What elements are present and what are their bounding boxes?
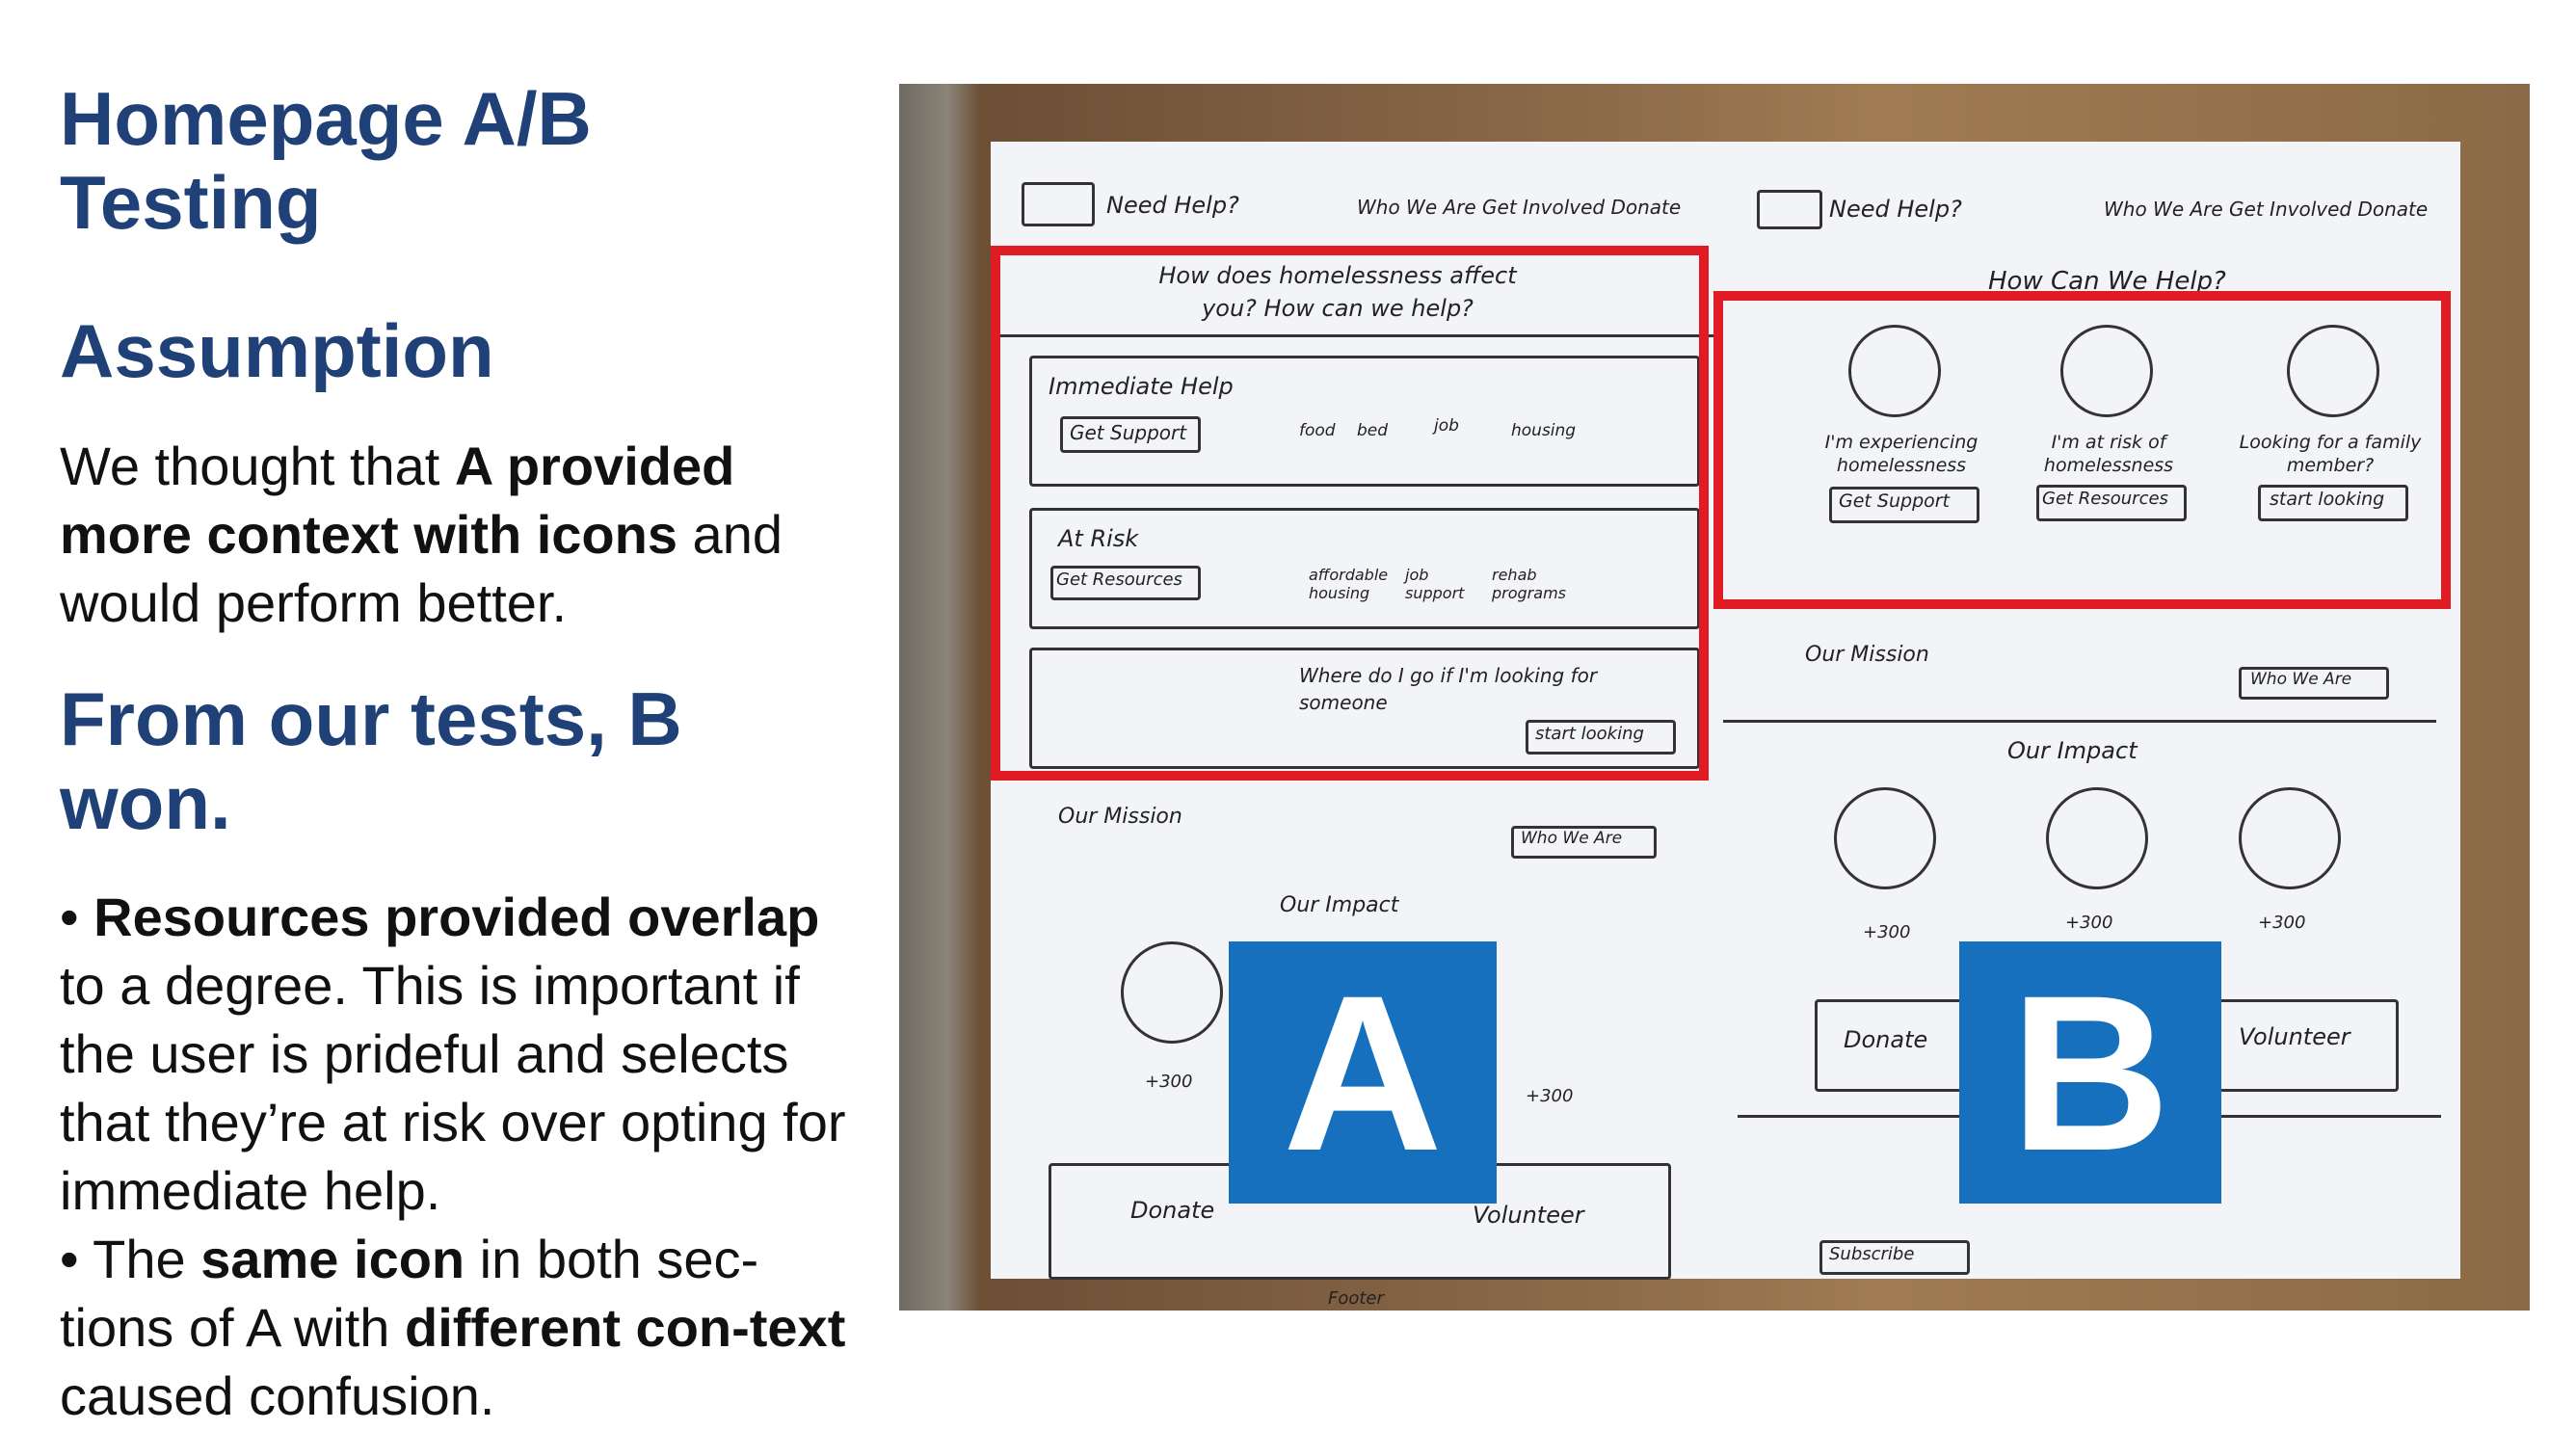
sketch-photo: Need Help? Who We Are Get Involved Donat… bbox=[899, 84, 2530, 1311]
nav-links: Who We Are Get Involved Donate bbox=[2104, 198, 2429, 221]
impact-circle bbox=[1121, 941, 1223, 1044]
icon-label: housing bbox=[1511, 421, 1577, 440]
bullet-dot: • bbox=[60, 886, 94, 947]
subscribe-button bbox=[1819, 1240, 1970, 1275]
icon-label: bed bbox=[1357, 421, 1389, 440]
immediate-help-label: Immediate Help bbox=[1049, 373, 1234, 400]
who-we-are-button bbox=[1511, 826, 1657, 859]
bullet-2-text-1: The bbox=[93, 1228, 201, 1289]
bullet-dot: • bbox=[60, 1228, 93, 1289]
start-looking-button bbox=[1526, 720, 1676, 755]
text-panel: Homepage A/B Testing Assumption We thoug… bbox=[60, 76, 860, 1430]
bullet-2: • The same icon in both sec-tions of A w… bbox=[60, 1225, 860, 1430]
get-resources-label: Get Resources bbox=[2042, 489, 2168, 509]
bullet-2-bold-1: same icon bbox=[200, 1228, 465, 1289]
assumption-bold: A provided more context with icons bbox=[60, 436, 735, 566]
result-heading: From our tests, B won. bbox=[60, 676, 682, 846]
logo-placeholder bbox=[1022, 182, 1095, 226]
homeless-icon bbox=[1848, 325, 1941, 417]
impact-stat: +300 bbox=[1526, 1086, 1574, 1106]
mission-label: Our Mission bbox=[1058, 805, 1182, 829]
who-we-are-label: Who We Are bbox=[1521, 829, 1623, 848]
looking-label: Where do I go if I'm looking for someone bbox=[1299, 664, 1598, 714]
impact-circle bbox=[1834, 787, 1936, 889]
who-we-are-label: Who We Are bbox=[2250, 670, 2352, 689]
subscribe-label: Subscribe bbox=[1829, 1244, 1915, 1264]
icon-label: rehab programs bbox=[1492, 566, 1566, 602]
impact-stat: +300 bbox=[1145, 1072, 1193, 1092]
icon-label: food bbox=[1299, 421, 1336, 440]
get-support-label: Get Support bbox=[1070, 421, 1187, 444]
assumption-text: We thought that A provided more context … bbox=[60, 432, 860, 637]
house-icon bbox=[2060, 325, 2153, 417]
need-help-label: Need Help? bbox=[1106, 192, 1239, 219]
icon-label: job support bbox=[1405, 566, 1465, 602]
impact-label: Our Impact bbox=[2007, 737, 2138, 764]
mission-label: Our Mission bbox=[1805, 643, 1929, 667]
get-resources-button bbox=[2036, 485, 2187, 521]
bullet-1: • Resources provided overlap to a degree… bbox=[60, 883, 860, 1225]
who-we-are-button bbox=[2239, 667, 2389, 700]
impact-stat: +300 bbox=[1863, 922, 1911, 942]
get-resources-button bbox=[1050, 566, 1201, 600]
impact-label: Our Impact bbox=[1280, 893, 1399, 917]
donate-label: Donate bbox=[1130, 1197, 1215, 1224]
option-label: Looking for a family member? bbox=[2239, 432, 2422, 476]
volunteer-label: Volunteer bbox=[1473, 1202, 1584, 1229]
get-resources-label: Get Resources bbox=[1056, 569, 1182, 590]
at-risk-label: At Risk bbox=[1058, 525, 1139, 552]
bullet-2-text-2: in both sec-tions of A with bbox=[60, 1228, 759, 1358]
bullet-2-bold-2: different con-text bbox=[404, 1296, 846, 1358]
option-label: I'm at risk of homelessness bbox=[2043, 432, 2174, 476]
need-help-label: Need Help? bbox=[1829, 196, 1962, 223]
assumption-text-1: We thought that bbox=[60, 436, 455, 497]
impact-circle bbox=[2046, 787, 2148, 889]
impact-stat: +300 bbox=[2065, 913, 2113, 933]
icon-label: job bbox=[1434, 416, 1459, 436]
impact-stat: +300 bbox=[2258, 913, 2306, 933]
highlight-box-b bbox=[1713, 291, 2451, 609]
at-risk-card bbox=[1029, 508, 1700, 629]
variant-b-label: B bbox=[1959, 941, 2221, 1204]
get-support-label: Get Support bbox=[1839, 490, 1951, 512]
highlight-box-a bbox=[991, 246, 1709, 781]
start-looking-button bbox=[2258, 485, 2408, 521]
bullet-2-text-3: caused confusion. bbox=[60, 1364, 495, 1426]
binoculars-icon bbox=[2287, 325, 2379, 417]
question-a: How does homelessness affect you? How ca… bbox=[1158, 262, 1517, 322]
divider bbox=[1000, 334, 1713, 337]
get-support-button bbox=[1060, 416, 1201, 453]
footer-label: Footer bbox=[1328, 1288, 1384, 1309]
assumption-heading: Assumption bbox=[60, 307, 494, 393]
bullet-1-bold: Resources provided overlap bbox=[93, 886, 820, 947]
icon-label: affordable housing bbox=[1309, 566, 1389, 602]
divider bbox=[1723, 720, 2436, 723]
variant-a-label: A bbox=[1229, 941, 1497, 1204]
start-looking-label: start looking bbox=[2270, 489, 2385, 510]
nav-links: Who We Are Get Involved Donate bbox=[1357, 196, 1682, 219]
assumption-text-2: and would perform better. bbox=[60, 504, 783, 634]
option-label: I'm experiencing homelessness bbox=[1824, 432, 1978, 476]
logo-placeholder bbox=[1757, 190, 1822, 229]
page-title: Homepage A/B Testing bbox=[60, 76, 592, 246]
get-support-button bbox=[1829, 487, 1979, 523]
looking-card bbox=[1029, 648, 1700, 769]
donate-label: Donate bbox=[1844, 1026, 1928, 1053]
start-looking-label: start looking bbox=[1535, 724, 1644, 744]
volunteer-label: Volunteer bbox=[2239, 1023, 2350, 1050]
impact-circle bbox=[2239, 787, 2341, 889]
immediate-help-card bbox=[1029, 356, 1700, 487]
bullet-1-text: to a degree. This is important if the us… bbox=[60, 954, 846, 1221]
